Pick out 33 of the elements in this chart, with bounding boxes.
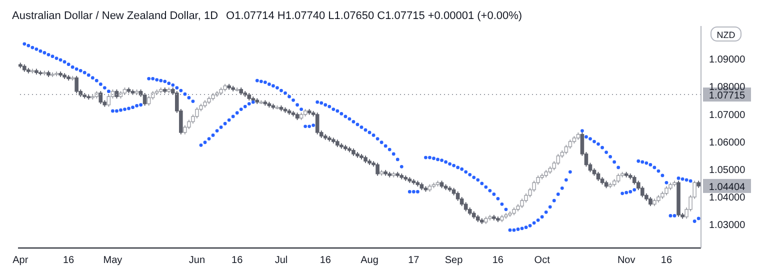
x-tick-label: 17	[408, 255, 420, 266]
y-tick-label: 1.09000	[709, 54, 746, 66]
candlestick	[98, 90, 103, 105]
x-tick-label: Oct	[534, 255, 550, 266]
y-tick-label: 1.05000	[709, 164, 746, 176]
chart-title: Australian Dollar / New Zealand Dollar, 1D	[12, 10, 218, 22]
chart-subtitle: O1.07714 H1.07740 L1.07650 C1.07715 +0.00001 (+0.00%)	[226, 10, 522, 22]
candlestick	[142, 92, 147, 106]
x-tick-label: 16	[232, 255, 244, 266]
y-tick-label: 1.06000	[709, 137, 746, 148]
candlestick	[648, 196, 652, 207]
x-tick-label: 16	[320, 255, 332, 266]
candlestick	[596, 171, 600, 182]
y-axis-title: NZD	[716, 30, 736, 40]
text: 1.04404	[708, 182, 746, 193]
y-tick-label: 1.04000	[709, 192, 746, 204]
x-tick-label: Nov	[617, 255, 636, 266]
y-tick-label: 1.07000	[709, 110, 746, 121]
x-tick-label: 16	[492, 255, 504, 266]
x-tick-label: 16	[63, 255, 75, 266]
x-tick-label: Aug	[360, 255, 378, 266]
candlestick	[315, 112, 320, 135]
x-tick-label: 16	[660, 255, 672, 266]
candlestick	[74, 75, 78, 94]
x-tick-label: Sep	[444, 255, 464, 266]
y-tick-label: 1.03000	[709, 220, 746, 232]
candlestick	[376, 162, 380, 176]
x-tick-label: Jul	[274, 255, 288, 266]
x-tick-label: Jun	[188, 255, 206, 266]
ref-line-label: 1.07715	[708, 90, 746, 102]
candlestick	[456, 190, 460, 202]
x-tick-label: Apr	[12, 255, 29, 266]
x-tick-label: May	[103, 255, 122, 266]
